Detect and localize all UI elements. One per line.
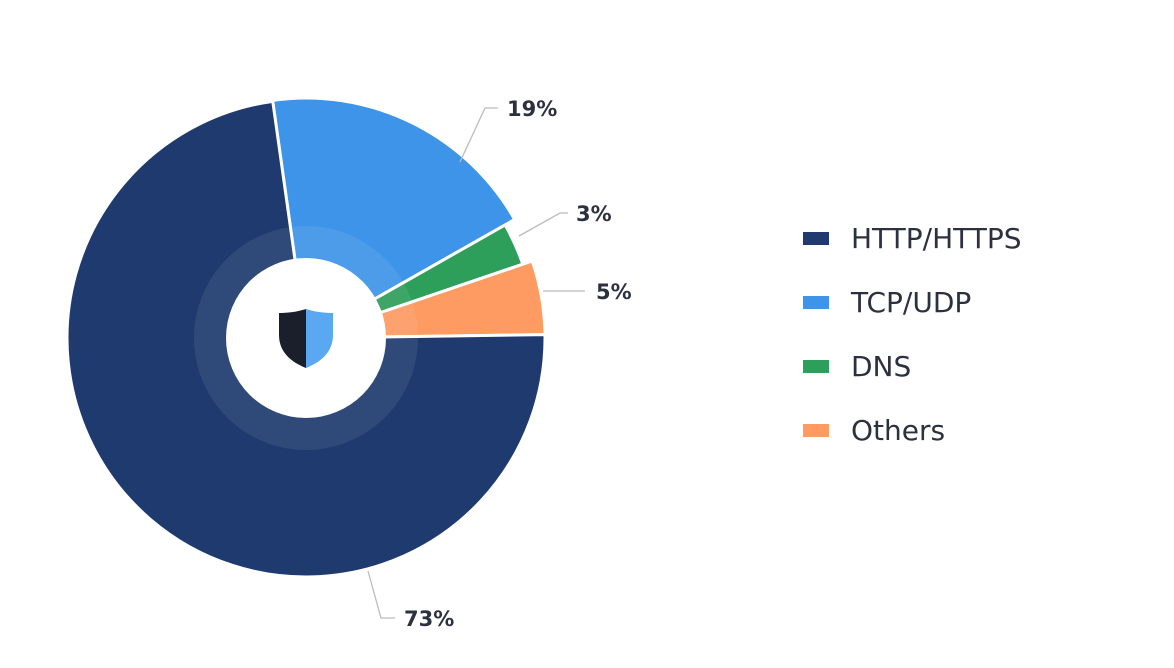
shield-icon xyxy=(279,309,333,368)
legend-label: TCP/UDP xyxy=(851,285,972,319)
legend-swatch xyxy=(803,359,829,373)
data-label-tcp-udp: 19% xyxy=(507,97,557,121)
data-label-dns: 3% xyxy=(576,202,612,226)
legend-item-http: HTTP/HTTPS xyxy=(803,206,1022,270)
leader-line-http xyxy=(367,570,395,619)
legend-item-others: Others xyxy=(803,398,1022,462)
legend-item-dns: DNS xyxy=(803,334,1022,398)
legend-item-tcp-udp: TCP/UDP xyxy=(803,270,1022,334)
data-label-http: 73% xyxy=(404,607,454,631)
legend-label: DNS xyxy=(851,349,912,383)
legend-label: HTTP/HTTPS xyxy=(851,221,1022,255)
data-label-others: 5% xyxy=(596,280,632,304)
legend: HTTP/HTTPS TCP/UDP DNS Others xyxy=(803,206,1022,462)
legend-swatch xyxy=(803,423,829,437)
slice-labels: 73% 19% 3% 5% xyxy=(367,97,632,631)
leader-line-tcp-udp xyxy=(459,107,498,163)
legend-swatch xyxy=(803,295,829,309)
legend-label: Others xyxy=(851,413,946,447)
leader-line-dns xyxy=(518,212,568,237)
legend-swatch xyxy=(803,231,829,245)
